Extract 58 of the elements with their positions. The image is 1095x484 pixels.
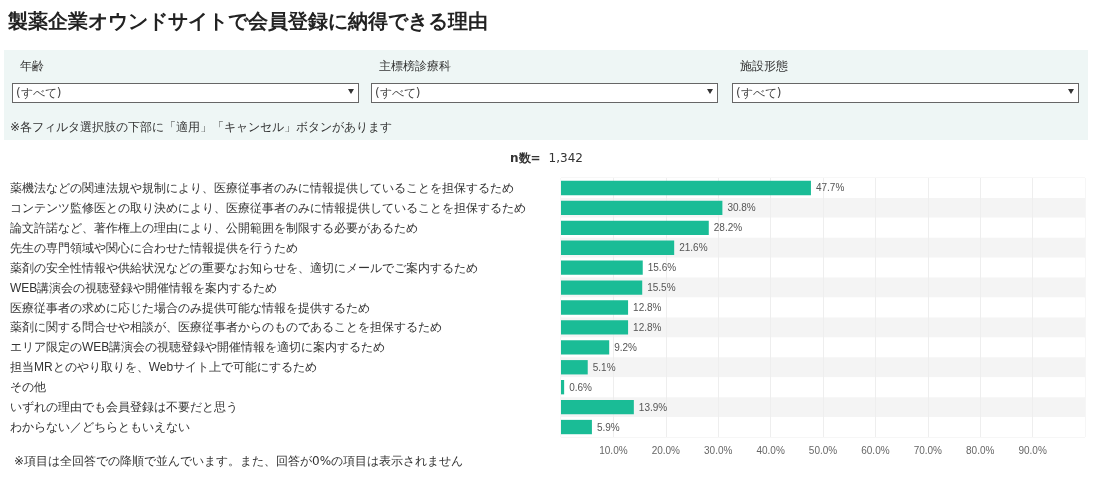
x-tick-label: 20.0% <box>651 444 681 456</box>
x-tick-label: 80.0% <box>966 444 995 456</box>
data-label: 47.7% <box>815 182 845 194</box>
bar <box>561 360 588 375</box>
data-label: 0.6% <box>569 381 593 393</box>
data-label: 5.9% <box>596 421 620 433</box>
bar <box>561 240 675 255</box>
y-tick-label: エリア限定のWEB講演会の視聴登録や開催情報を適切に案内するため <box>10 340 386 355</box>
x-tick-label: 60.0% <box>861 444 890 456</box>
bar <box>561 419 592 435</box>
bar <box>561 399 634 415</box>
bar <box>561 220 709 235</box>
text: n数= <box>510 151 541 165</box>
text: (すべて) <box>736 86 782 100</box>
data-label: 9.2% <box>614 341 638 353</box>
y-tick-label: 薬剤の安全性情報や供給状況などの重要なお知らせを、適切にメールでご案内するため <box>10 260 478 275</box>
y-tick-label: WEB講演会の視聴登録や開催情報を案内するため <box>10 280 278 295</box>
bar <box>561 300 629 315</box>
data-label: 21.6% <box>679 242 708 254</box>
bar <box>561 200 723 216</box>
bar <box>561 320 629 335</box>
data-label: 30.8% <box>727 202 756 214</box>
data-label: 12.8% <box>633 321 662 333</box>
text: (すべて) <box>16 86 62 100</box>
x-tick-label: 70.0% <box>913 444 943 456</box>
data-label: 15.5% <box>647 282 676 294</box>
data-label: 5.1% <box>592 361 616 373</box>
bar <box>561 340 610 355</box>
text: (すべて) <box>375 86 421 100</box>
text: 製薬企業オウンドサイトで会員登録に納得できる理由 <box>8 8 488 35</box>
y-tick-label: 薬剤に関する問合せや相談が、医療従事者からのものであることを担保するため <box>10 320 442 335</box>
data-label: 28.2% <box>713 222 743 234</box>
bar <box>561 280 643 295</box>
text: ※項目は全回答での降順で並んでいます。また、回答が0%の項目は表示されません <box>14 453 464 470</box>
y-tick-label: わからない／どちらともいえない <box>10 420 190 435</box>
x-tick-label: 10.0% <box>599 444 628 456</box>
text: 年齢 <box>20 58 44 75</box>
x-tick-label: 40.0% <box>756 444 785 456</box>
text: 1,342 <box>548 151 583 165</box>
y-tick-label: いずれの理由でも会員登録は不要だと思う <box>10 400 238 415</box>
x-tick-label: 50.0% <box>808 444 838 456</box>
y-tick-label: 担当MRとのやり取りを、Webサイト上で可能にするため <box>10 360 318 375</box>
x-tick-label: 30.0% <box>704 444 733 456</box>
x-tick-label: 90.0% <box>1018 444 1047 456</box>
y-tick-label: 論文許諾など、著作権上の理由により、公開範囲を制限する必要があるため <box>10 220 418 235</box>
bar <box>561 380 565 395</box>
y-tick-label: 薬機法などの関連法規や規制により、医療従事者のみに情報提供していることを担保するため <box>10 180 514 195</box>
y-tick-label: 医療従事者の求めに応じた場合のみ提供可能な情報を提供するため <box>10 300 370 315</box>
data-label: 12.8% <box>633 302 662 313</box>
bar <box>561 260 643 275</box>
text: 施設形態 <box>740 58 788 75</box>
y-tick-label: その他 <box>10 380 46 395</box>
y-tick-label: 先生の専門領域や関心に合わせた情報提供を行うため <box>10 240 298 255</box>
y-tick-label: コンテンツ監修医との取り決めにより、医療従事者のみに情報提供していることを担保するため <box>10 200 526 215</box>
text: ※各フィルタ選択肢の下部に「適用」「キャンセル」ボタンがあります <box>10 119 393 136</box>
text: 主標榜診療科 <box>379 58 451 75</box>
data-label: 13.9% <box>638 401 668 413</box>
data-label: 15.6% <box>647 262 677 274</box>
